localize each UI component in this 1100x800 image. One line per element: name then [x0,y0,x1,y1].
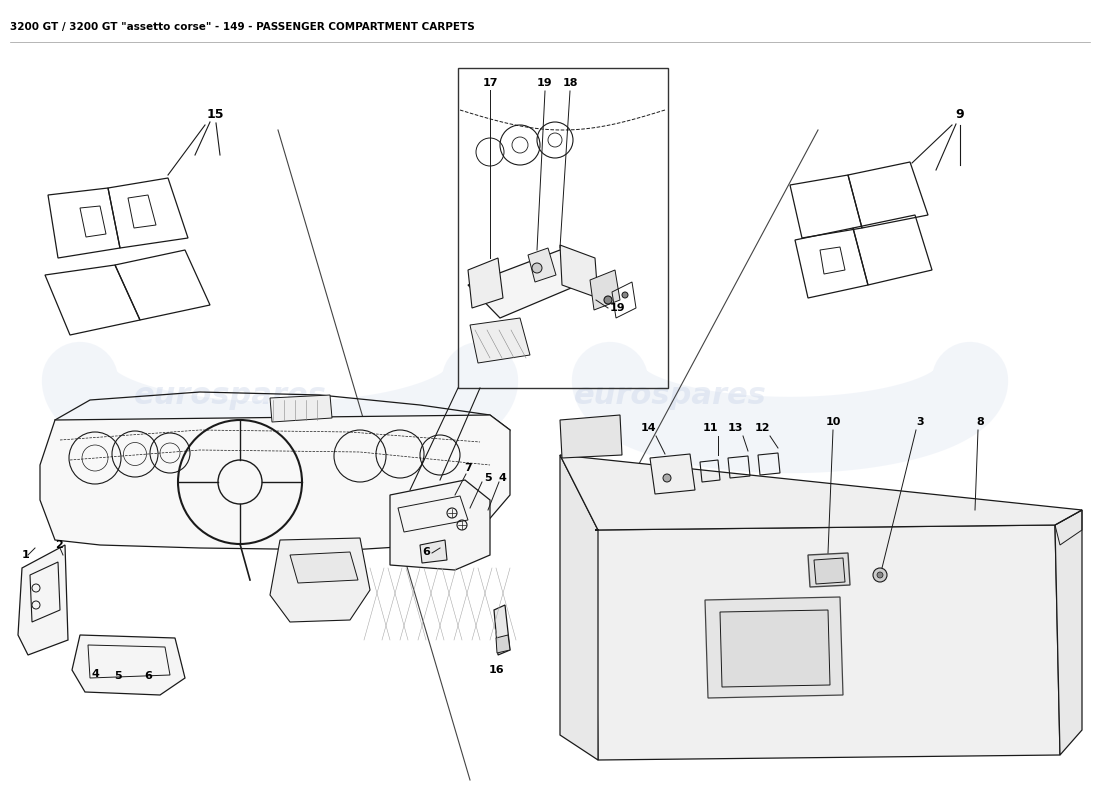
Polygon shape [72,635,185,695]
Text: 1: 1 [22,550,30,560]
Polygon shape [496,635,510,653]
Text: 3200 GT / 3200 GT "assetto corse" - 149 - PASSENGER COMPARTMENT CARPETS: 3200 GT / 3200 GT "assetto corse" - 149 … [10,22,475,32]
Polygon shape [705,597,843,698]
Polygon shape [390,480,490,570]
Polygon shape [40,415,510,550]
Polygon shape [814,558,845,584]
Text: 14: 14 [640,423,656,433]
Circle shape [621,292,628,298]
Polygon shape [650,454,695,494]
Text: 15: 15 [207,109,223,122]
Polygon shape [590,270,620,310]
Text: 6: 6 [422,547,430,557]
Polygon shape [468,258,503,308]
Polygon shape [560,245,598,298]
Text: 8: 8 [976,417,983,427]
Text: 9: 9 [956,109,965,122]
Polygon shape [468,250,590,318]
Polygon shape [560,455,598,760]
Polygon shape [270,395,332,422]
Text: 18: 18 [562,78,578,88]
Circle shape [532,263,542,273]
Polygon shape [18,545,68,655]
Text: eurospares: eurospares [133,381,327,410]
Text: 3: 3 [916,417,924,427]
Text: 6: 6 [144,671,152,681]
Text: 4: 4 [91,669,99,679]
Text: eurospares: eurospares [573,381,767,410]
Text: 10: 10 [825,417,840,427]
Text: 13: 13 [727,423,742,433]
Polygon shape [808,553,850,587]
Text: 17: 17 [482,78,497,88]
Text: 19: 19 [537,78,553,88]
Text: 16: 16 [490,665,505,675]
Text: 4: 4 [498,473,506,483]
Text: 11: 11 [702,423,717,433]
Circle shape [877,572,883,578]
Polygon shape [560,455,1082,530]
Circle shape [663,474,671,482]
Text: 19: 19 [610,303,626,313]
Circle shape [873,568,887,582]
Polygon shape [420,540,447,563]
Text: 12: 12 [755,423,770,433]
Polygon shape [560,415,621,458]
Polygon shape [1055,510,1082,755]
Polygon shape [720,610,830,687]
Polygon shape [290,552,358,583]
Text: 7: 7 [464,463,472,473]
Polygon shape [470,318,530,363]
Text: 2: 2 [55,540,63,550]
Polygon shape [270,538,370,622]
Polygon shape [494,605,510,655]
Text: 5: 5 [114,671,122,681]
Text: 5: 5 [484,473,492,483]
Circle shape [604,296,612,304]
Polygon shape [595,525,1060,760]
Polygon shape [528,248,556,282]
